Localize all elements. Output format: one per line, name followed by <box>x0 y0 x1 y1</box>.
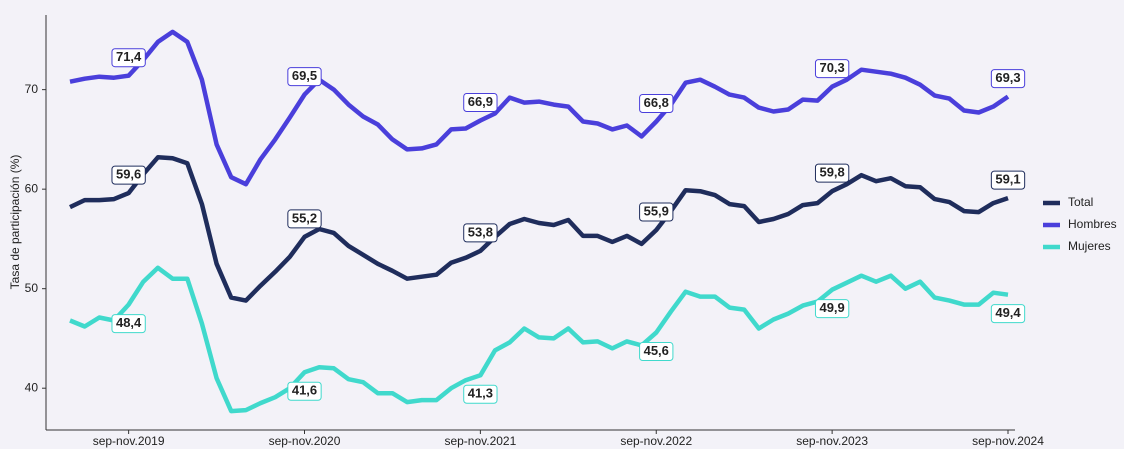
value-label-box <box>814 163 850 183</box>
value-label-box <box>990 304 1026 324</box>
y-tick-label: 50 <box>25 281 39 295</box>
value-label: 53,8 <box>468 224 493 239</box>
value-label-box <box>287 209 322 229</box>
value-label-box <box>287 67 322 87</box>
value-label: 49,9 <box>819 300 844 315</box>
value-label-box <box>814 59 850 79</box>
legend-label: Mujeres <box>1068 239 1111 253</box>
value-label: 59,6 <box>116 167 141 182</box>
value-label-box <box>463 92 498 112</box>
value-label-box <box>990 69 1026 89</box>
value-label-box <box>287 381 322 401</box>
value-label: 59,1 <box>995 172 1020 187</box>
x-tick-label: sep-nov.2021 <box>444 434 516 448</box>
value-label: 71,4 <box>116 49 142 64</box>
value-label-box <box>111 314 146 334</box>
value-label-box <box>639 341 674 361</box>
line <box>69 265 1009 414</box>
value-label-box <box>463 223 498 243</box>
value-label: 41,3 <box>468 386 493 401</box>
value-label-box <box>814 299 850 319</box>
value-label-box <box>111 165 146 185</box>
value-label: 45,6 <box>644 343 669 358</box>
x-tick-label: sep-nov.2024 <box>972 434 1044 448</box>
value-label: 66,9 <box>468 94 493 109</box>
value-label-box <box>990 170 1026 190</box>
value-label: 55,2 <box>292 210 317 225</box>
y-tick-label: 60 <box>25 181 39 195</box>
value-label: 49,4 <box>995 305 1021 320</box>
x-tick-label: sep-nov.2019 <box>93 434 165 448</box>
x-tick-label: sep-nov.2023 <box>796 434 868 448</box>
value-label: 55,9 <box>644 203 669 218</box>
line <box>69 155 1009 303</box>
value-label: 69,5 <box>292 68 317 83</box>
line <box>69 29 1010 187</box>
y-tick-label: 70 <box>25 82 39 96</box>
x-tick-label: sep-nov.2020 <box>269 434 341 448</box>
value-label-box <box>111 48 146 68</box>
legend-label: Total <box>1068 195 1093 209</box>
y-tick-label: 40 <box>25 380 39 394</box>
y-axis-label: Tasa de participación (%) <box>8 155 22 290</box>
value-label: 70,3 <box>819 60 844 75</box>
value-label-box <box>639 202 674 222</box>
value-label: 48,4 <box>116 315 142 330</box>
legend-label: Hombres <box>1068 217 1117 231</box>
value-label: 59,8 <box>819 165 844 180</box>
x-tick-label: sep-nov.2022 <box>620 434 692 448</box>
value-label: 69,3 <box>995 70 1020 85</box>
value-label-box <box>639 93 674 113</box>
value-label: 41,6 <box>292 383 317 398</box>
value-label: 66,8 <box>644 95 669 110</box>
value-label-box <box>463 384 498 404</box>
